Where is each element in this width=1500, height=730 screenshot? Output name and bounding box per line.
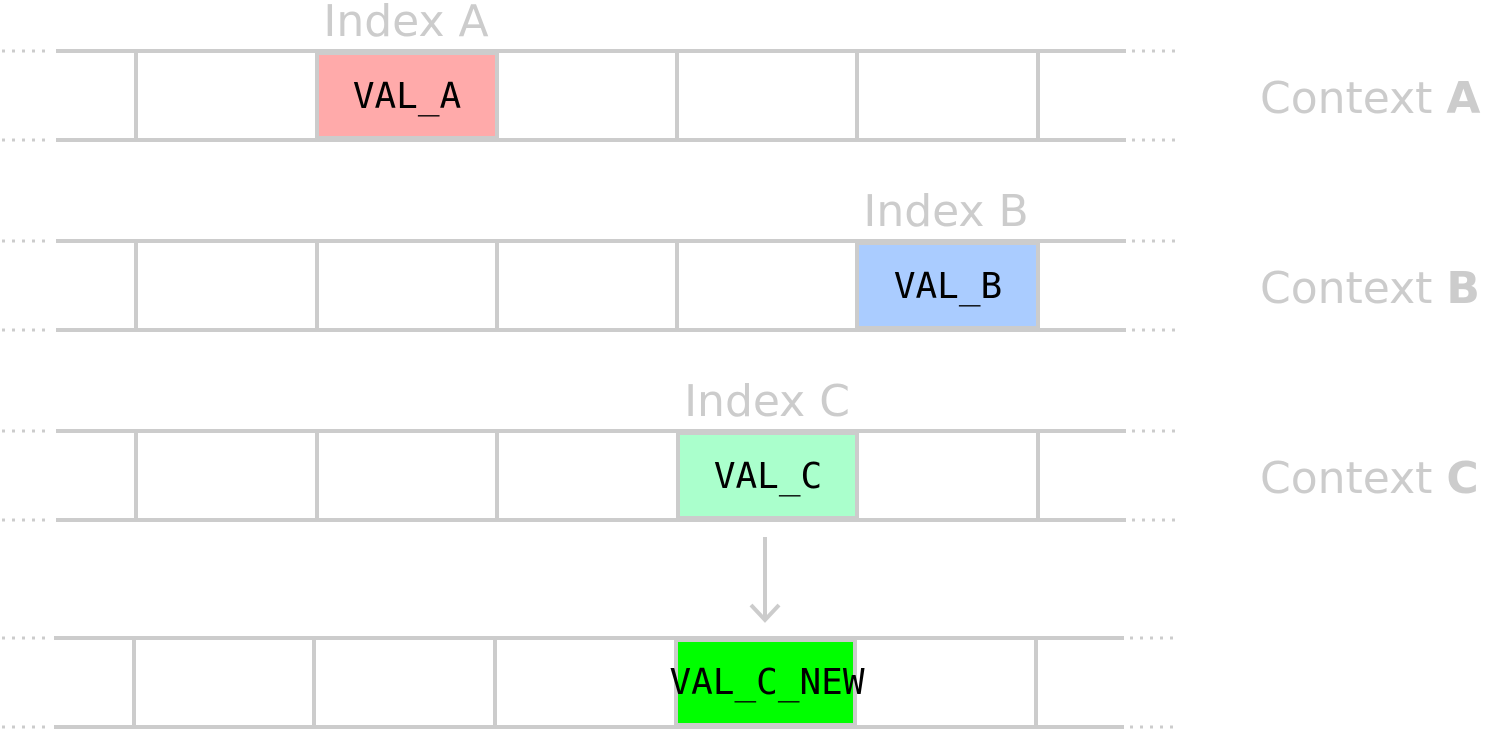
row-a: VAL_A Index A Context A bbox=[2, 0, 1480, 142]
row-b-highlight-cell bbox=[855, 241, 1040, 330]
row-a-context-label: Context A bbox=[1260, 73, 1480, 124]
row-c-context-label: Context C bbox=[1260, 453, 1479, 504]
row-b: VAL_B Index B Context B bbox=[2, 186, 1480, 332]
row-a-highlight-cell bbox=[315, 51, 499, 140]
row-result-highlight-cell bbox=[674, 638, 857, 727]
row-a-index-label: Index A bbox=[323, 0, 488, 47]
row-b-context-prefix: Context bbox=[1260, 263, 1432, 314]
row-result: VAL_C_NEW bbox=[2, 636, 1180, 729]
row-c-context-prefix: Context bbox=[1260, 453, 1432, 504]
row-c: VAL_C Index C Context C bbox=[2, 376, 1479, 522]
row-c-context-letter: C bbox=[1446, 453, 1478, 504]
row-a-value: VAL_A bbox=[353, 76, 462, 117]
row-b-context-label: Context B bbox=[1260, 263, 1480, 314]
row-b-value: VAL_B bbox=[894, 266, 1002, 307]
row-b-context-letter: B bbox=[1446, 263, 1480, 314]
row-a-context-prefix: Context bbox=[1260, 73, 1432, 124]
row-b-index-label: Index B bbox=[863, 186, 1028, 237]
row-c-index-label: Index C bbox=[684, 376, 850, 427]
down-arrow-icon bbox=[749, 537, 781, 623]
row-c-highlight-cell bbox=[676, 431, 859, 520]
row-c-value: VAL_C bbox=[714, 456, 822, 497]
row-a-context-letter: A bbox=[1446, 73, 1480, 124]
row-result-value: VAL_C_NEW bbox=[669, 662, 864, 703]
